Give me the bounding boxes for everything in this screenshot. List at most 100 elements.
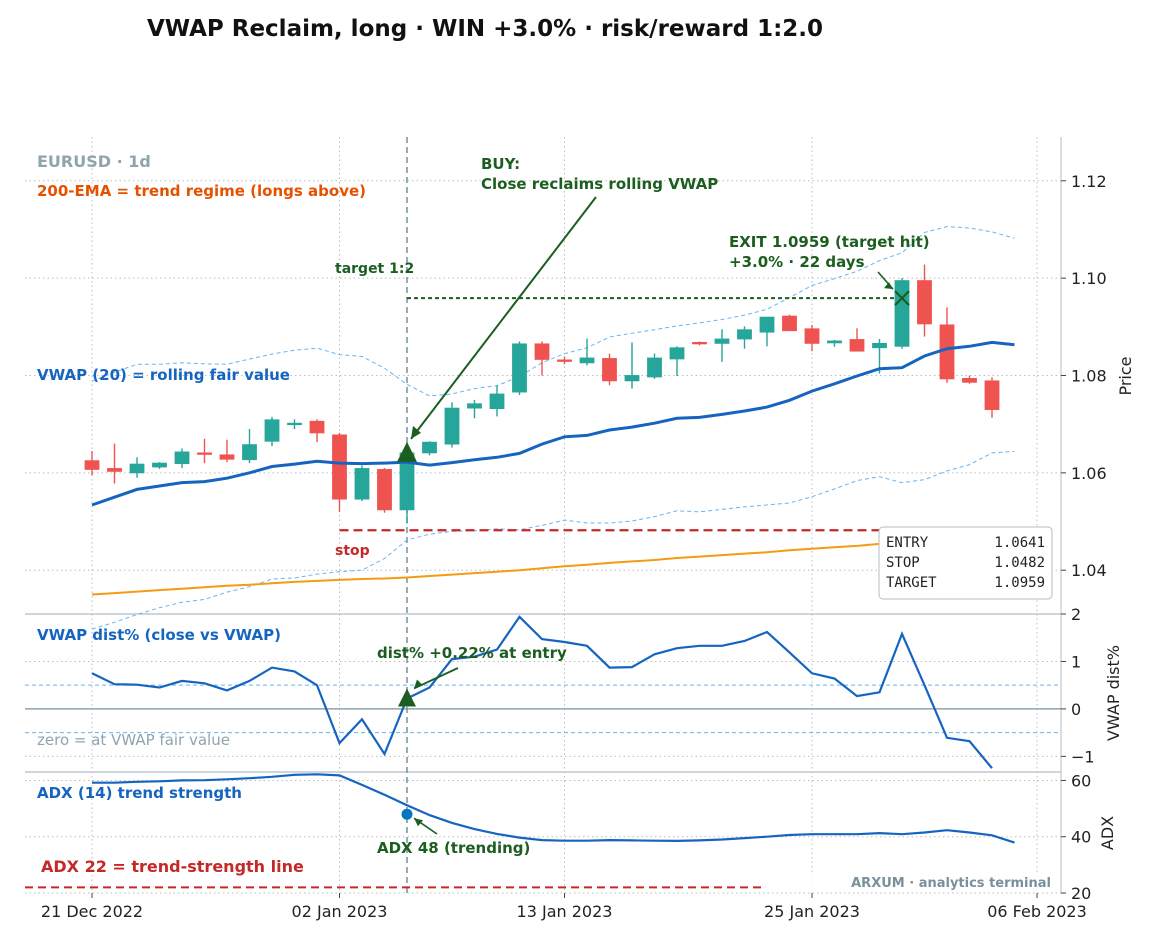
candle-29 bbox=[737, 326, 752, 349]
dist-entry-triangle bbox=[398, 688, 416, 707]
adx-point-label: ADX 48 (trending) bbox=[377, 839, 530, 857]
candle-1 bbox=[107, 443, 122, 484]
grid-lines bbox=[25, 137, 1061, 894]
candle-body-11 bbox=[332, 434, 347, 500]
x-tick-label-2: 13 Jan 2023 bbox=[517, 902, 613, 921]
price-tick-label-1: 1.06 bbox=[1071, 464, 1107, 483]
candle-39 bbox=[962, 375, 977, 384]
exit-label-line1: EXIT 1.0959 (target hit) bbox=[729, 233, 930, 251]
candle-26 bbox=[669, 346, 685, 376]
adx-tick-label-0: 20 bbox=[1071, 884, 1091, 903]
candle-38 bbox=[939, 307, 955, 383]
adx-axis-title: ADX bbox=[1098, 816, 1117, 850]
candle-body-8 bbox=[264, 419, 280, 442]
candle-0 bbox=[84, 450, 100, 476]
buy-arrow-shaft bbox=[410, 196, 597, 440]
stop-label: stop bbox=[335, 543, 370, 559]
price-tick-label-2: 1.08 bbox=[1071, 367, 1107, 386]
vwap-path bbox=[91, 340, 1015, 507]
candle-body-16 bbox=[444, 407, 460, 445]
candle-31 bbox=[782, 314, 797, 332]
candle-11 bbox=[332, 432, 347, 512]
stats-entry-key: ENTRY bbox=[886, 535, 929, 551]
candle-body-37 bbox=[917, 280, 932, 325]
candle-18 bbox=[489, 385, 505, 417]
ema200-path bbox=[91, 526, 1015, 596]
candle-24 bbox=[624, 342, 640, 389]
candle-27 bbox=[692, 341, 707, 346]
trade-markers bbox=[397, 196, 910, 462]
candle-body-27 bbox=[692, 342, 707, 345]
candle-body-36 bbox=[894, 280, 910, 347]
ema200-line bbox=[91, 526, 1015, 596]
candle-34 bbox=[849, 328, 865, 352]
candle-body-18 bbox=[489, 393, 505, 409]
candle-16 bbox=[444, 402, 460, 448]
candle-body-5 bbox=[197, 452, 212, 455]
candle-22 bbox=[579, 338, 595, 366]
dist-path bbox=[91, 615, 993, 769]
stats-target-value: 1.0959 bbox=[994, 575, 1045, 591]
symbol-label: EURUSD · 1d bbox=[37, 152, 151, 171]
stats-box: ENTRY 1.0641 STOP 1.0482 TARGET 1.0959 bbox=[878, 526, 1053, 600]
zero-note: zero = at VWAP fair value bbox=[37, 731, 230, 749]
price-tick-label-0: 1.04 bbox=[1071, 561, 1107, 580]
candle-body-0 bbox=[84, 460, 100, 470]
x-tick-label-4: 06 Feb 2023 bbox=[987, 902, 1087, 921]
candle-body-1 bbox=[107, 468, 122, 472]
candle-body-4 bbox=[174, 451, 190, 464]
adx-arrow-head bbox=[414, 818, 423, 827]
candle-37 bbox=[917, 264, 932, 337]
candle-19 bbox=[512, 341, 527, 395]
candle-body-31 bbox=[782, 315, 797, 332]
exit-cross bbox=[894, 290, 910, 306]
chart-title: VWAP Reclaim, long · WIN +3.0% · risk/re… bbox=[146, 16, 824, 42]
candle-32 bbox=[804, 324, 820, 352]
vwap-band-upper bbox=[91, 226, 1015, 397]
vwap-bands bbox=[91, 226, 1015, 630]
candle-body-24 bbox=[624, 375, 640, 382]
ema-note: 200-EMA = trend regime (longs above) bbox=[37, 182, 366, 200]
trade-levels bbox=[339, 297, 902, 532]
exit-arrow-head bbox=[884, 282, 893, 290]
candle-body-21 bbox=[557, 359, 572, 362]
candle-40 bbox=[984, 377, 1000, 418]
buy-arrow-head bbox=[411, 425, 421, 439]
dist-axis-title: VWAP dist% bbox=[1104, 645, 1123, 741]
panel-frames bbox=[25, 137, 1062, 893]
dist-tick-label-1: 0 bbox=[1071, 700, 1081, 719]
dist-entry-label: dist% +0.22% at entry bbox=[377, 644, 567, 662]
watermark-bg bbox=[765, 873, 1055, 891]
candle-21 bbox=[557, 356, 572, 365]
candle-25 bbox=[647, 353, 662, 379]
candle-17 bbox=[467, 399, 482, 419]
stats-target-key: TARGET bbox=[886, 575, 937, 591]
candle-30 bbox=[759, 316, 775, 347]
price-axis-title: Price bbox=[1116, 356, 1135, 395]
candle-6 bbox=[219, 439, 235, 463]
dist-arrow-head bbox=[414, 679, 423, 689]
dist-tick-label-0: −1 bbox=[1071, 747, 1095, 766]
candle-body-10 bbox=[309, 420, 325, 434]
x-tick-label-3: 25 Jan 2023 bbox=[764, 902, 860, 921]
candlesticks bbox=[84, 264, 1000, 524]
stats-box-frame bbox=[878, 526, 1053, 600]
candle-body-40 bbox=[984, 380, 1000, 410]
adx-panel bbox=[25, 773, 1015, 889]
candle-body-34 bbox=[849, 339, 865, 352]
axes: 1.04 1.06 1.08 1.10 1.12 −1 0 1 2 20 40 60 Price VWAP… bbox=[41, 172, 1135, 921]
dist-panel bbox=[25, 615, 1061, 769]
candle-2 bbox=[129, 457, 145, 478]
candle-14 bbox=[399, 451, 415, 524]
candle-body-22 bbox=[579, 357, 595, 364]
adx-path bbox=[92, 773, 1015, 844]
candle-7 bbox=[242, 429, 257, 464]
candle-4 bbox=[174, 448, 190, 468]
vwap-line bbox=[91, 340, 1015, 507]
vwap-band-lower bbox=[91, 450, 1015, 630]
entry-triangle bbox=[397, 441, 417, 462]
candle-3 bbox=[152, 462, 167, 469]
price-tick-label-4: 1.12 bbox=[1071, 172, 1107, 191]
adx-tick-label-1: 40 bbox=[1071, 828, 1091, 847]
